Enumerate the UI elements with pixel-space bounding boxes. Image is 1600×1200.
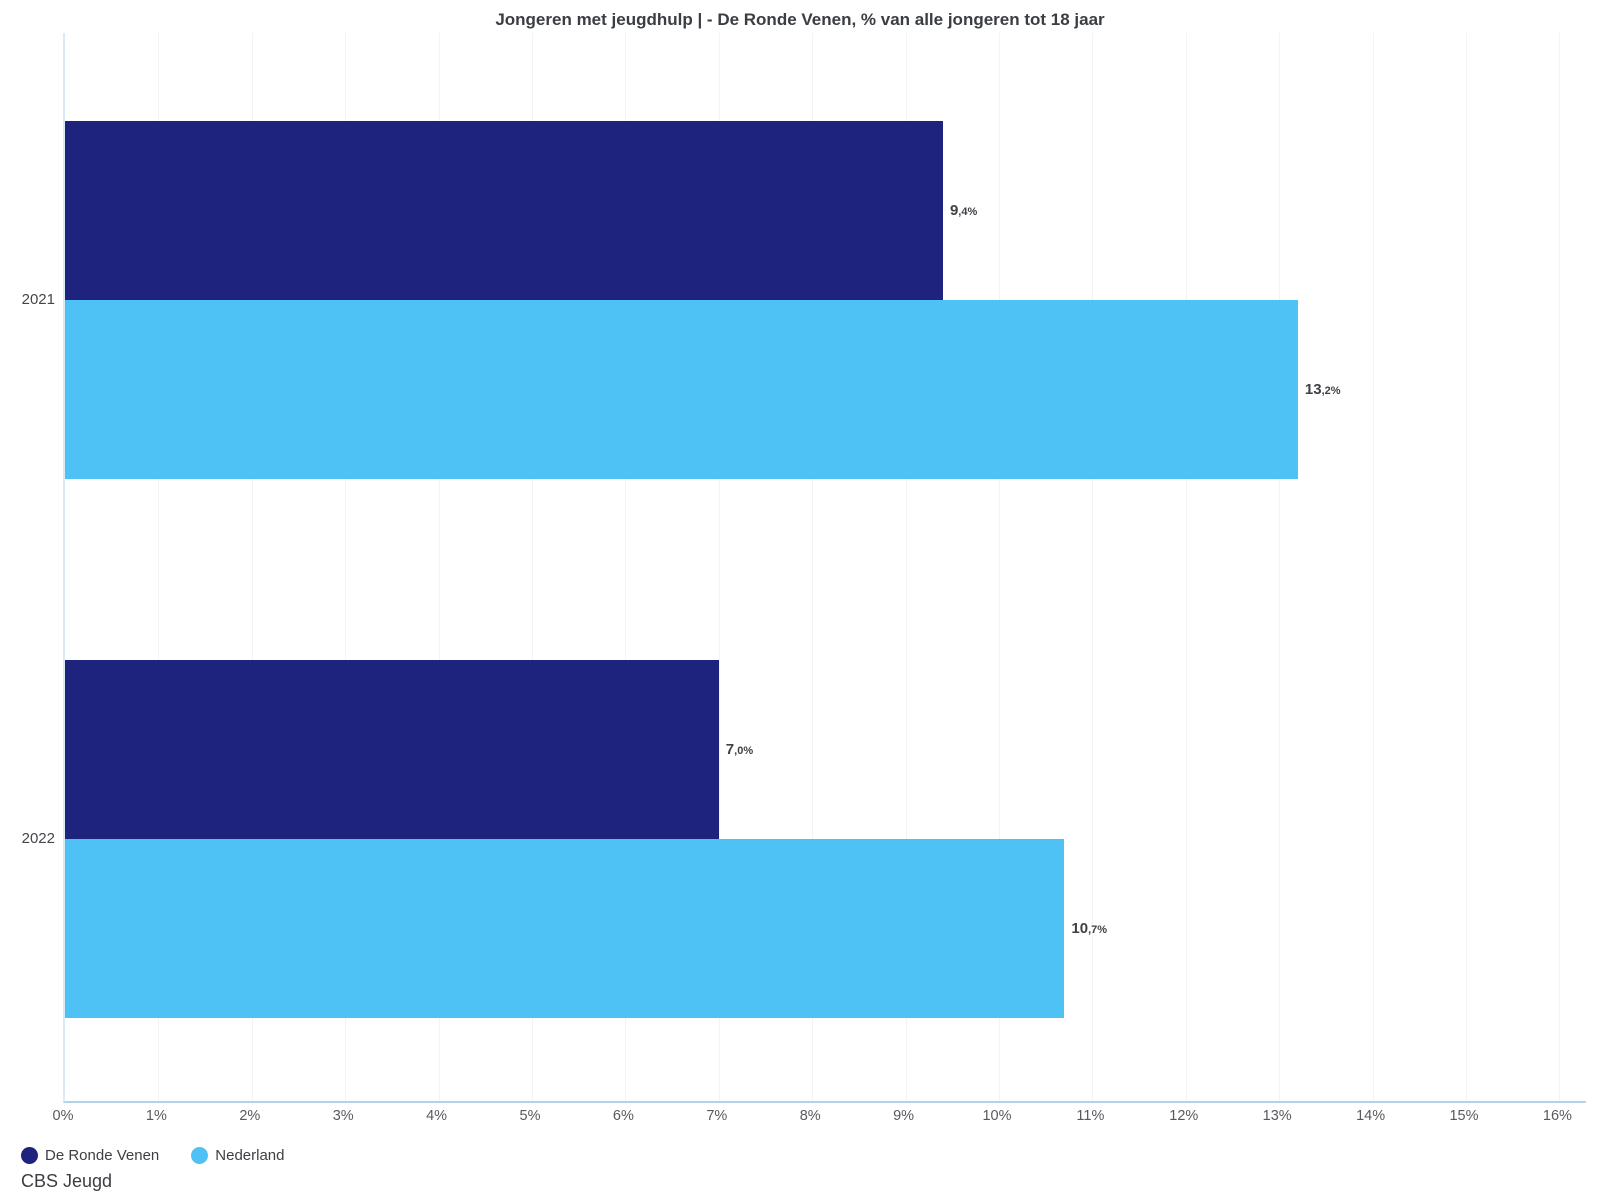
bar-value-label-de-ronde-venen-2022: 7,0% xyxy=(726,741,753,760)
legend: De Ronde Venen Nederland xyxy=(21,1147,284,1164)
bar-de-ronde-venen-2021[interactable] xyxy=(65,121,943,300)
legend-item-de-ronde-venen[interactable]: De Ronde Venen xyxy=(21,1147,159,1164)
value-int: 9 xyxy=(949,201,959,219)
legend-label: De Ronde Venen xyxy=(45,1147,160,1164)
bar-value-label-nederland-2021: 13,2% xyxy=(1305,381,1341,400)
value-fraction: ,0% xyxy=(734,744,754,757)
x-axis-tick-label-12pct: 12% xyxy=(1169,1108,1199,1124)
gridline xyxy=(1185,33,1187,1101)
bar-nederland-2022[interactable] xyxy=(65,839,1065,1018)
y-axis-category-label-2021: 2021 xyxy=(21,291,55,308)
gridline xyxy=(1092,33,1094,1101)
x-axis-tick-label-8pct: 8% xyxy=(799,1108,821,1124)
source-label: CBS Jeugd xyxy=(21,1171,113,1191)
gridline xyxy=(1466,33,1467,1101)
x-axis-tick-label-16pct: 16% xyxy=(1542,1108,1572,1124)
bar-nederland-2021[interactable] xyxy=(65,300,1298,479)
x-axis-tick-label-4pct: 4% xyxy=(426,1108,448,1124)
gridline xyxy=(999,33,1000,1101)
gridline xyxy=(1279,33,1281,1101)
legend-label: Nederland xyxy=(215,1147,285,1164)
gridline xyxy=(812,33,814,1101)
plot-area: 9,4% 13,2% 7,0% 10,7% xyxy=(63,33,1586,1103)
legend-dot-de-ronde-venen xyxy=(21,1147,38,1164)
x-axis-tick-label-9pct: 9% xyxy=(893,1108,915,1124)
gridline xyxy=(251,33,253,1101)
gridline xyxy=(345,33,347,1101)
value-int: 10 xyxy=(1071,919,1089,937)
x-axis-tick-label-0pct: 0% xyxy=(52,1108,74,1124)
gridline xyxy=(718,33,720,1101)
value-int: 13 xyxy=(1304,380,1322,398)
x-axis-tick-label-2pct: 2% xyxy=(239,1108,261,1124)
x-axis-tick-label-7pct: 7% xyxy=(706,1108,728,1124)
gridline xyxy=(905,33,907,1101)
x-axis-tick-label-3pct: 3% xyxy=(332,1108,354,1124)
x-axis-tick-label-6pct: 6% xyxy=(612,1108,634,1124)
y-axis-category-label-2022: 2022 xyxy=(21,830,55,847)
gridline xyxy=(1372,33,1374,1101)
bar-de-ronde-venen-2022[interactable] xyxy=(65,660,719,839)
x-axis-tick-label-11pct: 11% xyxy=(1076,1108,1105,1124)
x-axis-tick-label-1pct: 1% xyxy=(145,1108,167,1124)
gridline xyxy=(1559,33,1561,1101)
x-axis-tick-label-14pct: 14% xyxy=(1356,1108,1386,1124)
value-fraction: ,2% xyxy=(1321,384,1341,397)
legend-item-nederland[interactable]: Nederland xyxy=(191,1147,284,1164)
gridline xyxy=(532,33,533,1101)
x-axis-tick-label-10pct: 10% xyxy=(982,1108,1012,1124)
gridline xyxy=(438,33,440,1101)
x-axis-tick-label-15pct: 15% xyxy=(1449,1108,1479,1124)
chart-title: Jongeren met jeugdhulp | - De Ronde Vene… xyxy=(495,10,1105,29)
value-fraction: ,4% xyxy=(958,205,978,218)
value-int: 7 xyxy=(725,740,735,758)
value-fraction: ,7% xyxy=(1088,923,1108,936)
gridline xyxy=(625,33,627,1101)
gridline xyxy=(158,33,160,1101)
bar-value-label-de-ronde-venen-2021: 9,4% xyxy=(950,202,977,221)
bar-value-label-nederland-2022: 10,7% xyxy=(1071,920,1107,939)
legend-dot-nederland xyxy=(191,1147,209,1164)
x-axis-tick-label-13pct: 13% xyxy=(1262,1108,1292,1124)
x-axis-tick-label-5pct: 5% xyxy=(519,1108,541,1124)
